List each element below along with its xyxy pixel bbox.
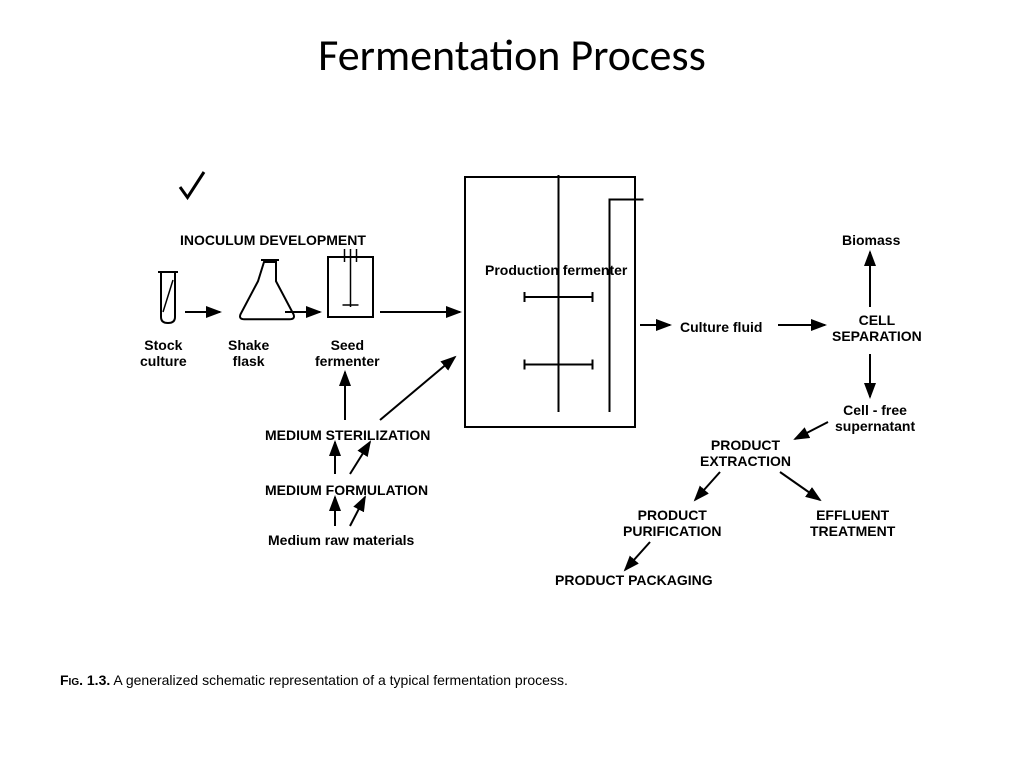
label-effluent-treatment: EFFLUENT TREATMENT — [810, 507, 895, 539]
label-shake-flask: Shake flask — [228, 337, 269, 369]
label-production-fermenter: Production fermenter — [485, 262, 627, 278]
caption-text: A generalized schematic representation o… — [113, 672, 567, 688]
label-product-purification: PRODUCT PURIFICATION — [623, 507, 722, 539]
figure-caption: Fig. 1.3. A generalized schematic repres… — [60, 672, 568, 688]
page-title: Fermentation Process — [0, 0, 1024, 82]
label-medium-sterilization: MEDIUM STERILIZATION — [265, 427, 430, 443]
caption-prefix: Fig. 1.3. — [60, 672, 110, 688]
label-culture-fluid: Culture fluid — [680, 319, 762, 335]
label-product-extraction: PRODUCT EXTRACTION — [700, 437, 791, 469]
label-medium-raw: Medium raw materials — [268, 532, 414, 548]
label-biomass: Biomass — [842, 232, 900, 248]
diagram-stage: INOCULUM DEVELOPMENT Stock culture Shake… — [0, 82, 1024, 722]
label-cell-separation: CELL SEPARATION — [832, 312, 922, 344]
label-inoculum-dev: INOCULUM DEVELOPMENT — [180, 232, 366, 248]
label-medium-formulation: MEDIUM FORMULATION — [265, 482, 428, 498]
label-stock-culture: Stock culture — [140, 337, 187, 369]
label-seed-fermenter: Seed fermenter — [315, 337, 380, 369]
label-product-packaging: PRODUCT PACKAGING — [555, 572, 713, 588]
label-cell-free: Cell - free supernatant — [835, 402, 915, 434]
